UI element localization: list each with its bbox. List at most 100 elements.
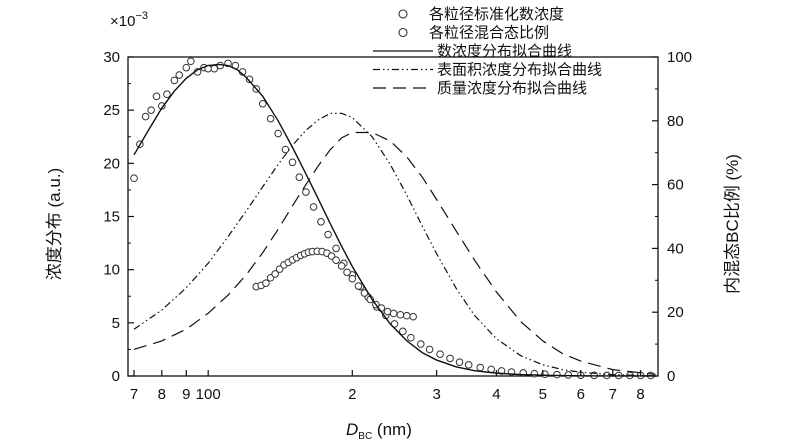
series-1-point [455, 358, 464, 366]
y-left-tick-label: 30 [103, 49, 120, 66]
series-1-point [317, 218, 325, 226]
x-tick-label: 4 [492, 386, 500, 403]
series-1-point [141, 112, 150, 121]
series-1-point [147, 106, 155, 114]
legend-item-4: 表面积浓度分布拟合曲线 [373, 62, 602, 79]
y-left-tick-label: 25 [103, 102, 120, 119]
y-left-tick-label: 15 [103, 209, 120, 226]
series-1-point [295, 173, 304, 181]
series-1-point [324, 230, 332, 239]
y-left-tick-label: 5 [112, 315, 120, 332]
series-3-line [133, 63, 656, 377]
series-2-point [389, 309, 398, 318]
legend-item-2-label: 各粒径混合态比例 [429, 25, 549, 42]
x-tick-label: 100 [196, 386, 221, 403]
series-1-point [163, 90, 171, 99]
series-1-point [407, 333, 415, 342]
series-1-point [390, 320, 399, 328]
x-tick-label: 7 [130, 386, 138, 403]
series-1-point [332, 244, 340, 253]
y-left-axis: 0 5 10 15 20 25 30 [103, 49, 134, 385]
series-1-point [497, 367, 506, 375]
series-1-point [288, 158, 297, 167]
y-right-tick-label: 100 [667, 49, 692, 66]
series-5-line [133, 131, 656, 375]
series-1-point [425, 345, 434, 354]
y-left-tick-label: 20 [103, 155, 120, 172]
series-2-point [354, 282, 363, 290]
series-1-point [399, 327, 407, 336]
x-axis-title-subscript: BC [358, 431, 372, 442]
x-tick-label: 6 [577, 386, 585, 403]
x-tick-label: 8 [636, 386, 644, 403]
series-1-point [187, 57, 195, 66]
series-1-point [266, 114, 275, 123]
series-1-point [464, 361, 473, 369]
series-2-markers [252, 247, 417, 321]
legend-item-1-label: 各粒径标准化数浓度 [429, 6, 564, 23]
legend: 各粒径标准化数浓度各粒径混合态比例数浓度分布拟合曲线表面积浓度分布拟合曲线质量浓… [373, 6, 602, 97]
legend-item-5: 质量浓度分布拟合曲线 [373, 80, 587, 97]
series-2-point [348, 274, 357, 283]
x-axis: 7 8 9 100 2 3 4 5 6 7 8 [130, 370, 645, 403]
series-1-point [175, 71, 184, 79]
y-right-tick-label: 80 [667, 113, 684, 130]
series-2-point [332, 256, 340, 265]
x-axis-title-symbol: D [346, 420, 358, 439]
series-2-point [409, 312, 417, 321]
series-2-point [337, 262, 346, 270]
series-layer [130, 57, 656, 380]
series-1-point [152, 92, 161, 101]
legend-item-2-marker [398, 27, 408, 38]
x-tick-label: 9 [182, 386, 190, 403]
series-1-point [309, 203, 318, 211]
series-1-point [446, 354, 454, 363]
legend-item-3-label: 数浓度分布拟合曲线 [437, 43, 572, 60]
x-tick-label: 7 [609, 386, 617, 403]
y-axis-multiplier-exponent: −3 [135, 10, 148, 22]
legend-item-3: 数浓度分布拟合曲线 [373, 43, 572, 60]
x-tick-label: 5 [539, 386, 547, 403]
y-left-axis-title: 浓度分布 (a.u.) [45, 168, 64, 280]
y-right-tick-label: 20 [667, 304, 684, 321]
series-2-point [343, 268, 351, 277]
x-tick-label: 3 [432, 386, 440, 403]
x-axis-title: DBC (nm) [346, 420, 412, 442]
series-2-point [396, 310, 405, 319]
plot-frame [127, 56, 659, 377]
legend-item-1: 各粒径标准化数浓度 [398, 6, 564, 23]
x-tick-label: 2 [348, 386, 356, 403]
series-1-point [436, 350, 444, 359]
y-right-axis-title: 内混态BC比例 (%) [723, 154, 742, 294]
series-4-line [133, 112, 656, 377]
y-right-axis: 0 20 40 60 80 100 [652, 49, 692, 385]
legend-item-4-label: 表面积浓度分布拟合曲线 [437, 62, 602, 79]
series-2-point [271, 270, 279, 278]
series-1-point [530, 369, 539, 378]
series-1-point [245, 75, 254, 84]
series-2-point [262, 279, 270, 287]
series-2-point [327, 252, 336, 260]
y-axis-multiplier-base: ×10 [110, 13, 135, 30]
series-1-point [130, 174, 138, 183]
legend-item-5-label: 质量浓度分布拟合曲线 [437, 80, 587, 97]
series-1-point [170, 76, 179, 85]
series-2-point [403, 311, 411, 320]
x-axis-title-unit: (nm) [372, 420, 412, 439]
series-1-point [258, 99, 267, 108]
series-1-markers [130, 57, 655, 380]
y-left-tick-label: 10 [103, 262, 120, 279]
y-right-tick-label: 0 [667, 368, 675, 385]
series-1-point [476, 363, 485, 372]
y-left-tick-label: 0 [112, 368, 120, 385]
series-1-point [416, 340, 425, 348]
legend-item-1-marker [398, 9, 408, 19]
y-axis-multiplier: ×10−3 [110, 10, 148, 30]
y-right-tick-label: 40 [667, 240, 684, 257]
series-1-point [553, 370, 561, 379]
y-right-tick-label: 60 [667, 177, 684, 194]
series-1-point [302, 188, 310, 196]
legend-item-2: 各粒径混合态比例 [398, 25, 549, 42]
series-1-point [182, 63, 191, 72]
